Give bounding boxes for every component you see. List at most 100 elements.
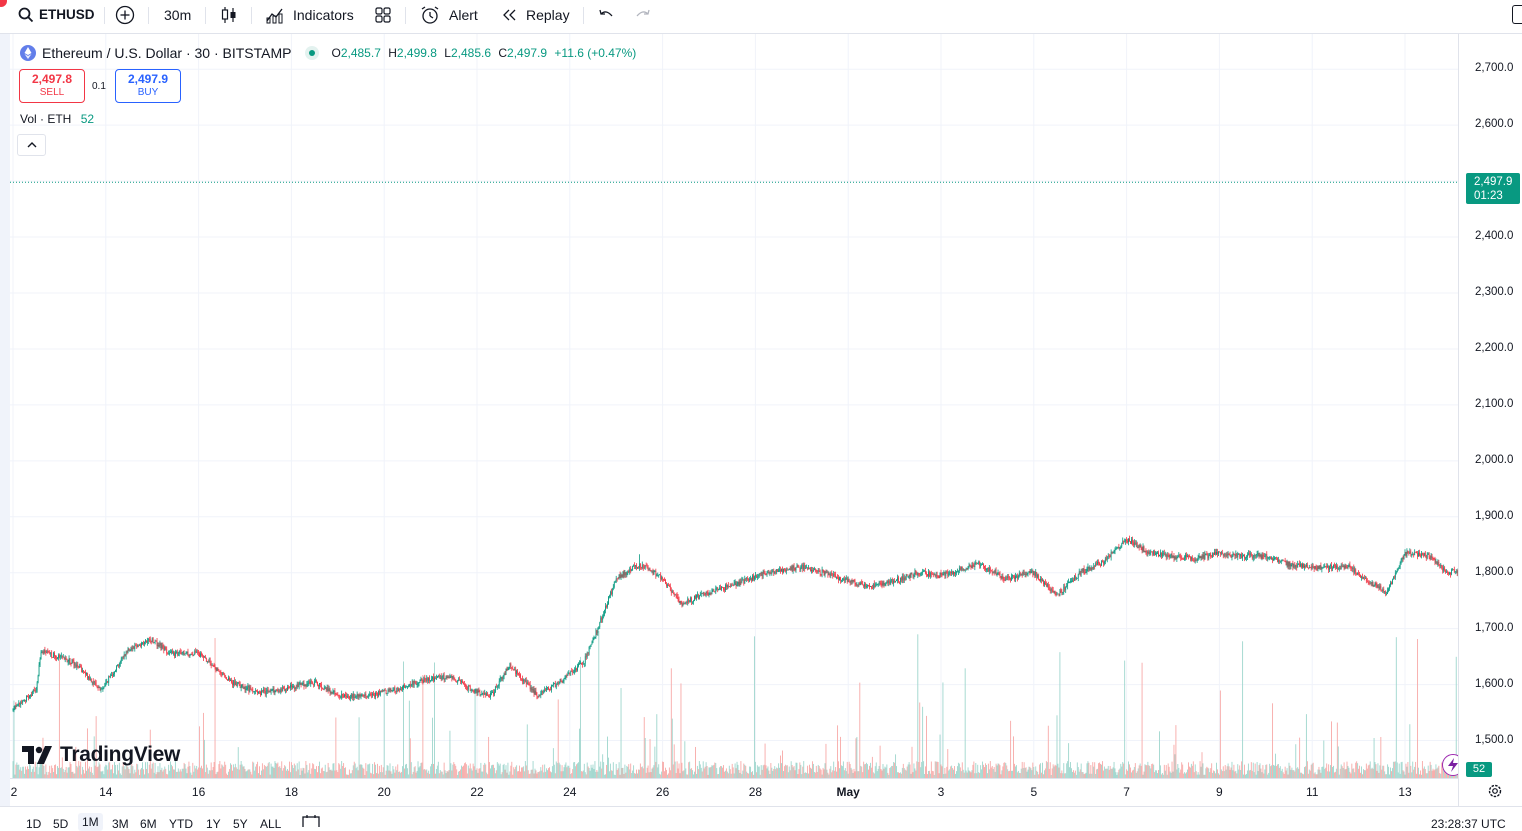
volume-bar (893, 762, 894, 778)
alert-button[interactable]: Alert (420, 0, 478, 29)
volume-bar (789, 767, 790, 778)
volume-bar (1352, 769, 1353, 778)
candle-body (989, 568, 990, 572)
candle-body (949, 572, 950, 573)
candle-body (909, 575, 910, 576)
candle-body (907, 574, 908, 576)
candle-body (74, 661, 75, 665)
volume-bar (994, 767, 995, 778)
candle-body (1189, 556, 1190, 557)
volume-bar (1090, 765, 1091, 778)
candle-body (1118, 547, 1119, 548)
candle-body (418, 684, 419, 685)
volume-bar (951, 766, 952, 778)
volume-bar (847, 762, 848, 778)
volume-bar (468, 766, 469, 778)
candle-body (209, 661, 210, 663)
candle-body (1296, 565, 1297, 567)
volume-bar (1244, 765, 1245, 778)
candle-body (414, 681, 415, 685)
volume-bar (242, 764, 243, 778)
candle-body (479, 691, 480, 693)
volume-bar (527, 724, 528, 778)
volume-bar (1210, 768, 1211, 778)
volume-bar (1135, 763, 1136, 778)
volume-bar (975, 763, 976, 778)
interval-button[interactable]: 30m (164, 0, 191, 29)
symbol-search-button[interactable]: ETHUSD (18, 0, 95, 29)
candle-body (151, 641, 152, 642)
volume-bar (169, 771, 170, 778)
chart-pane[interactable]: TradingView (10, 34, 1458, 778)
candle-body (594, 638, 595, 639)
volume-bar (933, 771, 934, 778)
volume-bar (601, 769, 602, 778)
candle-body (399, 689, 400, 690)
candle-body (1428, 553, 1429, 554)
volume-bar (1159, 731, 1160, 778)
undo-button[interactable] (597, 0, 615, 29)
indicators-button[interactable]: Indicators (265, 0, 354, 29)
candle-body (1455, 571, 1456, 572)
volume-bar (758, 767, 759, 778)
volume-bar (998, 763, 999, 778)
volume-bar (1021, 769, 1022, 778)
templates-button[interactable] (374, 0, 392, 29)
redo-button[interactable] (634, 0, 652, 29)
volume-bar (516, 765, 517, 778)
volume-bar (1377, 771, 1378, 778)
candle-body (1197, 561, 1198, 562)
volume-bar (812, 761, 813, 778)
volume-bar (356, 768, 357, 778)
volume-bar (913, 763, 914, 778)
candle-body (999, 572, 1000, 573)
chart-type-button[interactable] (219, 0, 239, 29)
candle-body (308, 681, 309, 683)
volume-bar (536, 770, 537, 778)
candle-body (1154, 551, 1155, 555)
volume-bar (944, 768, 945, 778)
volume-bar (563, 771, 564, 778)
candle-body (1449, 573, 1450, 574)
candle-body (21, 702, 22, 703)
volume-bar (1359, 766, 1360, 778)
candle-body (1058, 594, 1059, 595)
candle-body (939, 576, 940, 578)
candle-body (1298, 564, 1299, 565)
volume-bar (342, 766, 343, 778)
candle-body (143, 643, 144, 644)
volume-bar (472, 771, 473, 778)
candle-body (469, 686, 470, 687)
layout-button[interactable] (1512, 5, 1522, 24)
candle-body (42, 652, 43, 653)
volume-bar (1248, 764, 1249, 778)
volume-bar (197, 769, 198, 778)
candle-body (1403, 557, 1404, 558)
candle-body (348, 697, 349, 698)
volume-bar (588, 766, 589, 778)
volume-bar (459, 771, 460, 778)
volume-bar (1222, 771, 1223, 778)
candle-body (609, 596, 610, 597)
compare-button[interactable] (115, 0, 135, 29)
volume-bar (1225, 765, 1226, 778)
candle-body (1276, 557, 1277, 558)
candle-body (1139, 547, 1140, 548)
candle-body (248, 686, 249, 687)
volume-bar (203, 713, 204, 778)
volume-bar (794, 766, 795, 778)
candle-body (531, 688, 532, 690)
volume-bar (235, 764, 236, 778)
volume-bar (1193, 761, 1194, 778)
candlestick-chart[interactable] (10, 34, 1458, 778)
candle-body (580, 663, 581, 664)
candle-body (223, 673, 224, 674)
volume-bar (553, 748, 554, 778)
candle-body (611, 592, 612, 594)
volume-bar (305, 761, 306, 778)
replay-button[interactable]: Replay (500, 0, 570, 29)
volume-bar (539, 771, 540, 778)
candle-body (88, 676, 89, 678)
volume-bar (928, 771, 929, 778)
candle-body (572, 671, 573, 672)
